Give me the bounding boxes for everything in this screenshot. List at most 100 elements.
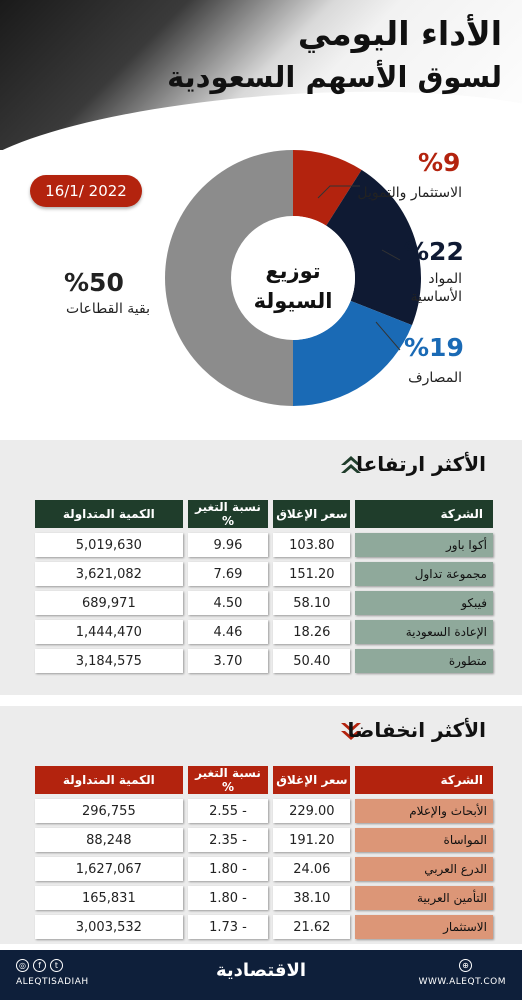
volume-cell: 3,621,082: [35, 562, 183, 586]
slice-others: [165, 150, 293, 406]
leader-line-investment: [317, 185, 360, 199]
close-cell: 24.06: [273, 857, 351, 881]
gainers-section: الأكثر ارتفاعا الكمية المتداولة نسبة الت…: [0, 440, 522, 695]
volume-cell: 1,627,067: [35, 857, 183, 881]
change-cell: 7.69: [187, 562, 269, 586]
double-arrow-up-icon: [341, 456, 361, 473]
table-header-row: الكمية المتداولة نسبة التغير % سعر الإغل…: [35, 766, 493, 794]
volume-cell: 1,444,470: [35, 620, 183, 644]
change-cell: 4.50: [187, 591, 269, 615]
close-cell: 18.26: [273, 620, 351, 644]
double-arrow-down-icon: [341, 723, 361, 740]
date-badge: 16/1/ 2022: [30, 175, 142, 207]
table-row: 689,971 4.50 58.10 فيبكو: [35, 591, 493, 615]
company-cell: الدرع العربي: [355, 857, 493, 881]
company-cell: متطورة: [355, 649, 493, 673]
center-label-line-2: السيولة: [253, 289, 333, 313]
losers-title: الأكثر انخفاضا: [347, 718, 486, 742]
company-cell: التأمين العربية: [355, 886, 493, 910]
losers-section: الأكثر انخفاضا الكمية المتداولة نسبة الت…: [0, 706, 522, 944]
twitter-icon[interactable]: t: [50, 959, 63, 972]
column-header-company: الشركة: [355, 500, 493, 528]
column-header-volume: الكمية المتداولة: [35, 500, 183, 528]
title-line-2: لسوق الأسهم السعودية: [167, 60, 502, 94]
company-cell: الأبحاث والإعلام: [355, 799, 493, 823]
table-row: 3,184,575 3.70 50.40 متطورة: [35, 649, 493, 673]
title-line-1: الأداء اليومي: [297, 14, 502, 53]
slice-investment: [293, 150, 362, 226]
close-cell: 50.40: [273, 649, 351, 673]
footer-bar: ◎ f t ALEQTISADIAH الاقتصادية ⊕ WWW.ALEQ…: [0, 950, 522, 1000]
losers-table: الكمية المتداولة نسبة التغير % سعر الإغل…: [30, 761, 498, 944]
table-row: 1,627,067 1.80 - 24.06 الدرع العربي: [35, 857, 493, 881]
chart-center-label: توزيع السيولة: [232, 256, 354, 316]
company-cell: مجموعة تداول: [355, 562, 493, 586]
volume-cell: 3,184,575: [35, 649, 183, 673]
change-cell: 2.55 -: [187, 799, 269, 823]
header-banner: الأداء اليومي لسوق الأسهم السعودية: [0, 0, 522, 150]
volume-cell: 296,755: [35, 799, 183, 823]
company-cell: الاستثمار: [355, 915, 493, 939]
gainers-table: الكمية المتداولة نسبة التغير % سعر الإغل…: [30, 495, 498, 678]
liquidity-donut-chart: [165, 150, 421, 406]
close-cell: 103.80: [273, 533, 351, 557]
change-cell: 2.35 -: [187, 828, 269, 852]
table-row: 3,621,082 7.69 151.20 مجموعة تداول: [35, 562, 493, 586]
close-cell: 229.00: [273, 799, 351, 823]
leader-line-banks: [375, 321, 401, 351]
close-cell: 191.20: [273, 828, 351, 852]
column-header-close: سعر الإغلاق: [273, 766, 351, 794]
company-cell: أكوا باور: [355, 533, 493, 557]
close-cell: 21.62: [273, 915, 351, 939]
table-row: 88,248 2.35 - 191.20 المواساة: [35, 828, 493, 852]
donut-center: [231, 216, 355, 340]
leader-line-materials: [381, 249, 401, 261]
volume-cell: 5,019,630: [35, 533, 183, 557]
column-header-change: نسبة التغير %: [187, 766, 269, 794]
company-cell: الإعادة السعودية: [355, 620, 493, 644]
close-cell: 58.10: [273, 591, 351, 615]
change-cell: 4.46: [187, 620, 269, 644]
table-row: 165,831 1.80 - 38.10 التأمين العربية: [35, 886, 493, 910]
slice-label-others: بقية القطاعات: [66, 301, 150, 317]
column-header-company: الشركة: [355, 766, 493, 794]
slice-label-investment: الاستثمار والتمويل: [357, 185, 462, 201]
table-row: 3,003,532 1.73 - 21.62 الاستثمار: [35, 915, 493, 939]
slice-banks: [293, 300, 413, 406]
close-cell: 151.20: [273, 562, 351, 586]
social-handle[interactable]: ALEQTISADIAH: [16, 977, 89, 987]
slice-pct-materials: %22: [404, 237, 464, 266]
close-cell: 38.10: [273, 886, 351, 910]
slice-label-banks: المصارف: [408, 370, 462, 386]
change-cell: 1.80 -: [187, 886, 269, 910]
change-cell: 3.70: [187, 649, 269, 673]
globe-icon[interactable]: ⊕: [459, 959, 472, 972]
table-row: 296,755 2.55 - 229.00 الأبحاث والإعلام: [35, 799, 493, 823]
page-title: الأداء اليومي لسوق الأسهم السعودية: [167, 12, 502, 98]
slice-pct-banks: %19: [404, 333, 464, 362]
instagram-icon[interactable]: ◎: [16, 959, 29, 972]
table-row: 5,019,630 9.96 103.80 أكوا باور: [35, 533, 493, 557]
slice-materials: [326, 169, 421, 326]
column-header-close: سعر الإغلاق: [273, 500, 351, 528]
website-link[interactable]: WWW.ALEQT.COM: [418, 977, 506, 987]
table-row: 1,444,470 4.46 18.26 الإعادة السعودية: [35, 620, 493, 644]
center-label-line-1: توزيع: [265, 259, 321, 283]
facebook-icon[interactable]: f: [33, 959, 46, 972]
company-cell: المواساة: [355, 828, 493, 852]
gainers-title: الأكثر ارتفاعا: [356, 452, 486, 476]
table-header-row: الكمية المتداولة نسبة التغير % سعر الإغل…: [35, 500, 493, 528]
slice-pct-investment: %9: [418, 148, 461, 177]
slice-label-materials: المواد الأساسية: [410, 271, 462, 305]
change-cell: 1.80 -: [187, 857, 269, 881]
change-cell: 1.73 -: [187, 915, 269, 939]
volume-cell: 88,248: [35, 828, 183, 852]
slice-pct-others: %50: [64, 268, 124, 297]
brand-logo: الاقتصادية: [215, 960, 307, 981]
volume-cell: 689,971: [35, 591, 183, 615]
column-header-volume: الكمية المتداولة: [35, 766, 183, 794]
volume-cell: 165,831: [35, 886, 183, 910]
volume-cell: 3,003,532: [35, 915, 183, 939]
company-cell: فيبكو: [355, 591, 493, 615]
change-cell: 9.96: [187, 533, 269, 557]
